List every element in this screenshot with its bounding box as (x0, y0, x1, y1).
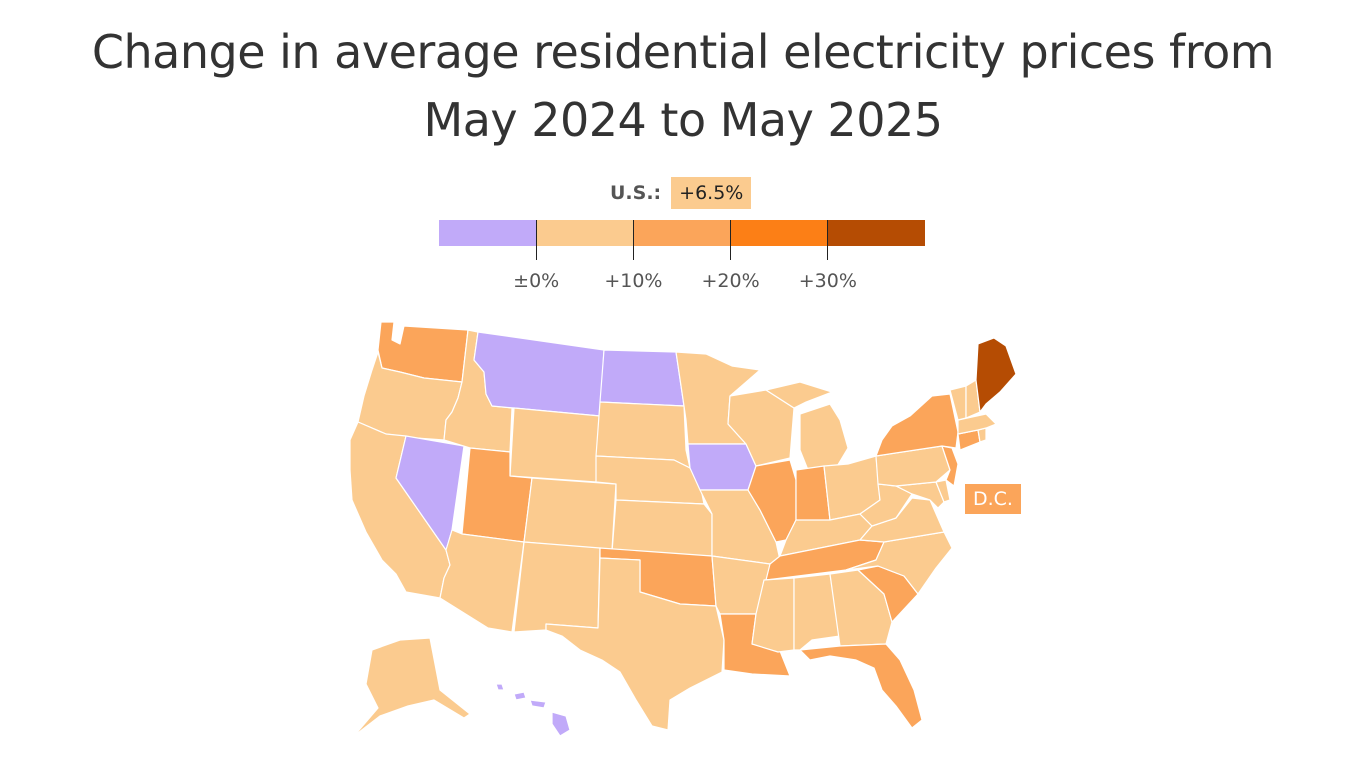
legend-tick-label: +20% (701, 270, 760, 292)
state-NM[interactable] (513, 541, 601, 633)
state-DE[interactable] (935, 479, 951, 503)
title-line-2: May 2024 to May 2025 (423, 93, 944, 147)
legend-tick-label: +10% (604, 270, 663, 292)
legend-tick-label: +30% (798, 270, 857, 292)
chart-title: Change in average residential electricit… (0, 18, 1366, 154)
legend-tick (632, 220, 634, 260)
color-legend (439, 220, 926, 246)
state-NY[interactable] (875, 393, 959, 457)
legend-tick (730, 220, 732, 260)
state-CO[interactable] (523, 477, 617, 551)
state-AK[interactable] (353, 637, 471, 737)
legend-tick-label: ±0% (513, 270, 560, 292)
state-MI[interactable] (765, 381, 849, 471)
state-ND[interactable] (599, 349, 685, 407)
us-average-value: +6.5% (671, 177, 752, 209)
legend-segment-1 (439, 220, 537, 246)
state-AZ[interactable] (439, 529, 525, 633)
legend-segment-5 (827, 220, 926, 246)
legend-tick (535, 220, 537, 260)
state-MT[interactable] (473, 331, 605, 417)
dc-label: D.C. (965, 484, 1021, 514)
state-HI[interactable] (495, 683, 571, 737)
legend-segment-3 (633, 220, 731, 246)
state-WY[interactable] (509, 407, 601, 483)
us-average-label: U.S.: (610, 182, 662, 204)
state-IA[interactable] (687, 443, 757, 491)
legend-tick (827, 220, 829, 260)
legend-segment-2 (536, 220, 634, 246)
state-KS[interactable] (611, 499, 713, 557)
us-average: U.S.: +6.5% (610, 175, 752, 211)
state-TX[interactable] (545, 557, 725, 731)
state-MA[interactable] (957, 413, 997, 435)
state-FL[interactable] (799, 643, 923, 729)
legend-segment-4 (730, 220, 828, 246)
title-line-1: Change in average residential electricit… (91, 25, 1275, 79)
state-ME[interactable] (975, 337, 1017, 413)
